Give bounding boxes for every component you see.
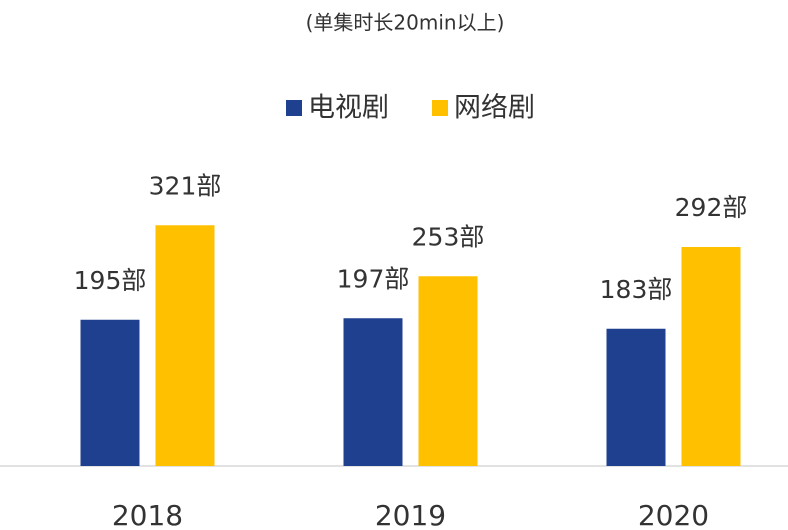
- x-tick-label: 2019: [375, 499, 446, 530]
- bar: [418, 276, 478, 466]
- value-label: 195部: [74, 266, 147, 295]
- x-tick-label: 2018: [112, 499, 183, 530]
- bar: [155, 225, 215, 466]
- x-tick-label: 2020: [638, 499, 709, 530]
- value-label: 292部: [675, 193, 748, 222]
- legend-label: 网络剧: [454, 93, 535, 124]
- value-label: 321部: [149, 171, 222, 200]
- bar: [681, 247, 741, 466]
- value-label: 183部: [600, 275, 673, 304]
- bar: [343, 318, 403, 466]
- value-label: 197部: [337, 264, 410, 293]
- bar: [606, 328, 666, 466]
- legend-label: 电视剧: [308, 93, 389, 124]
- legend-swatch: [432, 100, 448, 116]
- legend-swatch: [286, 100, 302, 116]
- bar: [80, 319, 140, 466]
- value-label: 253部: [412, 222, 485, 251]
- chart-subtitle: (单集时长20min以上): [306, 11, 505, 35]
